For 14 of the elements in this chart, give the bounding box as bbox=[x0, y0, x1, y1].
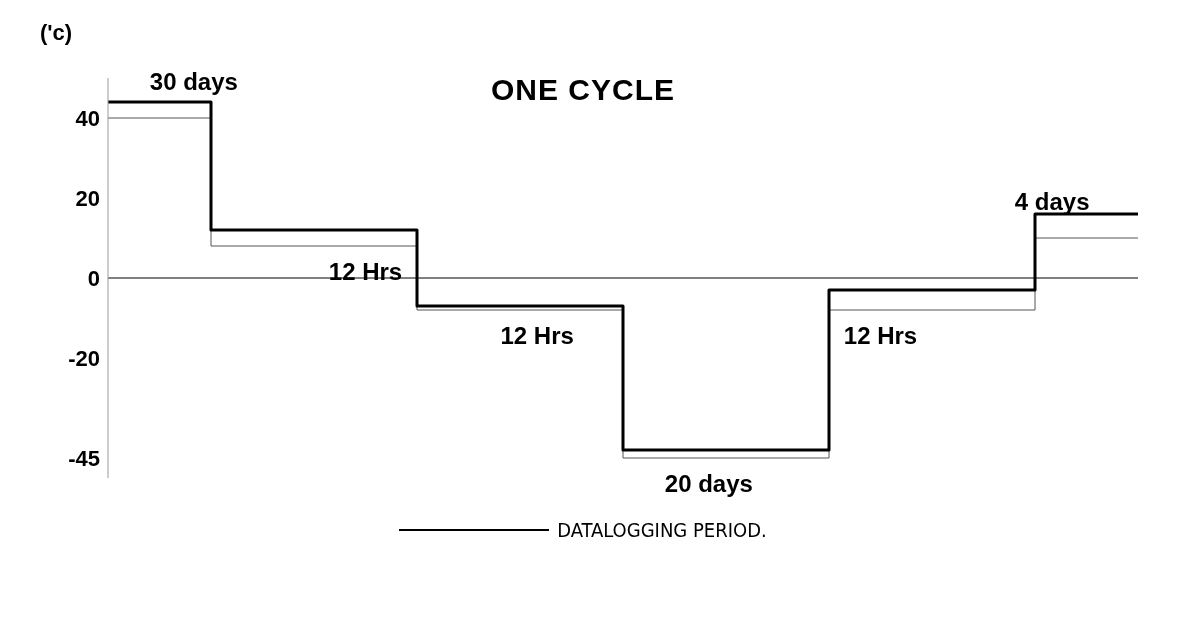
annotation: 4 days bbox=[1013, 188, 1091, 216]
y-tick-label: -45 bbox=[68, 445, 100, 471]
annotation: 30 days bbox=[148, 68, 239, 96]
chart-title: ONE CYCLE bbox=[490, 73, 676, 106]
y-tick-label: 40 bbox=[75, 105, 100, 131]
annotation: 12 Hrs bbox=[499, 322, 575, 350]
y-axis-title: ('c) bbox=[40, 20, 73, 46]
y-tick-label: 0 bbox=[87, 265, 100, 291]
y-tick-label: -20 bbox=[68, 345, 100, 371]
annotation: 12 Hrs bbox=[327, 258, 404, 286]
annotation: 12 Hrs bbox=[842, 322, 919, 350]
y-tick-label: 20 bbox=[75, 185, 100, 211]
text: DATALOGGING PERIOD. bbox=[557, 518, 767, 542]
annotation: 20 days bbox=[663, 470, 754, 498]
